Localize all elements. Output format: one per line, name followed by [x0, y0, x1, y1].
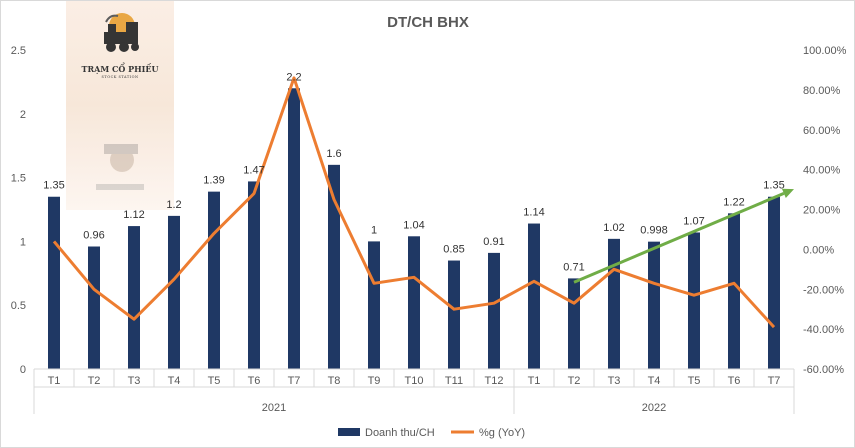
watermark-brand: TRẠM CỔ PHIẾU [81, 64, 159, 74]
bar [768, 196, 780, 369]
bar-data-label: 0.96 [83, 230, 104, 242]
y-left-tick-label: 0.5 [11, 300, 26, 312]
bar-data-label: 1.07 [683, 215, 704, 227]
bar [528, 223, 540, 369]
bar [328, 164, 340, 369]
bar [728, 213, 740, 369]
bar-data-label: 1.6 [326, 148, 341, 160]
y-right-tick-label: -40.00% [803, 324, 844, 336]
x-tick-label: T4 [168, 375, 181, 387]
bar [128, 226, 140, 369]
bar-data-label: 1.2 [166, 199, 181, 211]
x-tick-label: T5 [208, 375, 221, 387]
bar-data-label: 0.71 [563, 261, 584, 273]
bar-data-label: 1.12 [123, 209, 144, 221]
bar-data-label: 1.22 [723, 196, 744, 208]
bar-data-label: 1.39 [203, 175, 224, 187]
y-right-tick-label: -20.00% [803, 284, 844, 296]
x-tick-label: T6 [248, 375, 261, 387]
trend-arrow-shaft [573, 191, 785, 284]
x-tick-label: T11 [445, 375, 463, 387]
bar-data-label: 0.91 [483, 236, 504, 248]
bar [88, 246, 100, 369]
bar [368, 241, 380, 369]
x-tick-label: T1 [528, 375, 541, 387]
y-right-tick-label: -60.00% [803, 364, 844, 376]
y-left-tick-label: 1.5 [11, 173, 26, 185]
y-right-tick-label: 40.00% [803, 165, 841, 177]
bar-data-label: 1 [371, 224, 377, 236]
yoy-growth-line [52, 76, 776, 329]
bar [208, 191, 220, 369]
x-group-label: 2022 [642, 402, 666, 414]
legend-label-line: %g (YoY) [479, 427, 525, 439]
bar-data-label: 1.02 [603, 222, 624, 234]
x-tick-label: T2 [568, 375, 581, 387]
y-right-tick-label: 80.00% [803, 85, 841, 97]
y-right-tick-label: 60.00% [803, 125, 841, 137]
legend-swatch-bar [338, 428, 360, 436]
bar [408, 236, 420, 369]
y-left-tick-label: 2.5 [11, 45, 26, 57]
y-left-tick-label: 2 [20, 109, 26, 121]
bar-data-label: 1.14 [523, 207, 544, 219]
x-group-label: 2021 [262, 402, 286, 414]
x-tick-label: T3 [608, 375, 621, 387]
bar-data-label: 0.85 [443, 244, 464, 256]
x-tick-label: T5 [688, 375, 701, 387]
legend-label-bar: Doanh thu/CH [365, 427, 435, 439]
bar-data-label: 1.47 [243, 164, 264, 176]
x-tick-label: T10 [405, 375, 424, 387]
bar [448, 260, 460, 369]
y-left-tick-label: 1 [20, 236, 26, 248]
x-tick-label: T4 [648, 375, 661, 387]
bar [488, 252, 500, 369]
y-right-tick-label: 0.00% [803, 244, 834, 256]
bar [688, 232, 700, 369]
x-tick-label: T1 [48, 375, 61, 387]
bar [648, 241, 660, 369]
watermark-reflection-icon [96, 144, 144, 190]
watermark-logo: TRẠM CỔ PHIẾU STOCK STATION [66, 0, 174, 210]
bar [288, 88, 300, 369]
x-tick-label: T6 [728, 375, 741, 387]
y-right-tick-label: 100.00% [803, 45, 847, 57]
x-tick-label: T7 [288, 375, 301, 387]
y-left-tick-label: 0 [20, 364, 26, 376]
x-tick-label: T7 [768, 375, 781, 387]
x-tick-label: T3 [128, 375, 141, 387]
x-tick-label: T12 [485, 375, 504, 387]
bar-data-label: 0.998 [640, 225, 668, 237]
x-tick-label: T2 [88, 375, 101, 387]
bar-data-label: 1.35 [43, 180, 64, 192]
train-icon [104, 13, 139, 52]
bar [248, 181, 260, 369]
watermark-tagline: STOCK STATION [101, 75, 139, 79]
bar-data-label: 1.35 [763, 180, 784, 192]
bar [168, 215, 180, 369]
bar [608, 238, 620, 369]
x-tick-label: T9 [368, 375, 381, 387]
bar-data-label: 1.04 [403, 219, 424, 231]
trend-arrow-head [781, 188, 794, 198]
bar [568, 278, 580, 369]
bar [48, 196, 60, 369]
bar-data-label: 2.2 [286, 71, 301, 83]
x-tick-label: T8 [328, 375, 341, 387]
y-right-tick-label: 20.00% [803, 205, 841, 217]
chart-title: DT/CH BHX [387, 14, 469, 31]
